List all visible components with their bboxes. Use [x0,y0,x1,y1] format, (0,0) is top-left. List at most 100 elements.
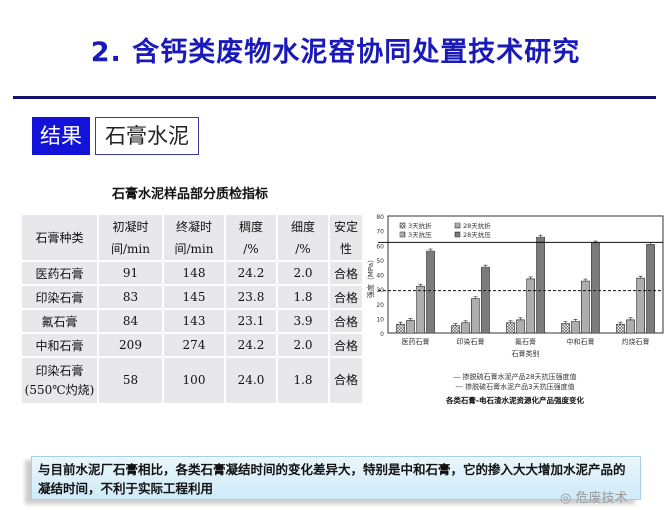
bar [426,250,435,334]
bar [416,285,425,334]
error-bar [398,321,403,325]
header-cell: 安定性 [328,213,364,262]
bar [461,322,470,334]
table-cell: 合格 [328,260,364,286]
legend-swatch [454,231,461,238]
bar [506,322,515,334]
error-bar [583,278,588,282]
legend-swatch [399,222,406,229]
error-bar [428,248,433,252]
table-row: 印染石膏 (550℃灼烧) 58 100 24.0 1.8 合格 [20,356,364,405]
bar [616,323,625,334]
bar [646,244,655,334]
table-row: 氟石膏 84 143 23.1 3.9 合格 [20,308,364,334]
bar [636,277,645,334]
y-tick-label: 70 [376,229,384,236]
y-tick-label: 60 [376,243,384,250]
legend-swatch [454,222,461,229]
bar [561,323,570,334]
bar [471,298,480,334]
table-cell: 145 [162,284,226,310]
table-cell: 合格 [328,308,364,334]
chart-caption: 各类石膏-电石渣水泥资源化产品强度变化 [445,395,585,405]
bar [451,325,460,334]
x-tick-label: 中和石膏 [567,337,595,346]
table-cell: 2.0 [276,332,330,358]
error-bar [453,323,458,326]
bar [581,280,590,334]
table-cell: 印染石膏 [20,284,99,310]
bar [571,321,580,334]
table-cell: 91 [97,260,164,286]
table-cell: 氟石膏 [20,308,99,334]
table-cell: 合格 [328,284,364,310]
legend-label: 28天抗折 [463,221,491,230]
bar [591,242,600,334]
x-axis-label: 石膏类别 [512,349,540,358]
y-tick-label: 20 [376,302,384,309]
error-bar [518,317,523,320]
header-cell: 石膏种类 [20,213,99,262]
table-cell: 1.8 [276,356,330,405]
table-cell: 2.0 [276,260,330,286]
table-cell: 印染石膏 (550℃灼烧) [20,356,99,405]
y-tick-label: 50 [376,258,384,265]
strength-chart: 01020304050607080强度（MPa）医药石膏 印染石膏 氟石膏 中和石膏灼… [366,214,664,405]
bar [526,278,535,334]
header-cell: 细度/% [276,213,330,262]
error-bar [528,276,533,279]
table-cell: 中和石膏 [20,332,99,358]
error-bar [508,320,513,323]
error-bar [618,321,623,325]
error-bar [408,318,413,321]
result-tag: 结果 [32,117,90,155]
bar [396,323,405,334]
quality-table: 石膏种类 初凝时 间/min 终凝时 间/min 稠度/% 细度/% 安定性医药石膏 91 148… [20,213,364,405]
table-row: 印染石膏 83 145 23.8 1.8 合格 [20,284,364,310]
header-cell: 初凝时 间/min [97,213,164,262]
table-cell: 3.9 [276,308,330,334]
y-tick-label: 0 [380,331,384,338]
x-tick-label: 印染石膏 [457,337,485,346]
error-bar [628,317,633,320]
error-bar [418,283,423,287]
y-axis-label: 强度（MPa） [366,256,375,298]
bar [406,320,415,334]
header-cell: 稠度/% [224,213,278,262]
table-cell: 148 [162,260,226,286]
error-bar [538,234,543,238]
error-bar [463,320,468,323]
x-tick-label: 氟石膏 [515,337,536,346]
table-cell: 23.8 [224,284,278,310]
table-cell: 100 [162,356,226,405]
y-tick-label: 10 [376,316,384,323]
y-tick-label: 40 [376,273,384,280]
slide-title: 2. 含钙类废物水泥窑协同处置技术研究 [90,37,581,68]
table-cell: 医药石膏 [20,260,99,286]
table-cell: 274 [162,332,226,358]
table-cell: 143 [162,308,226,334]
reference-legend: --- 掺脱硫石膏水泥产品3天抗压强度值 [455,382,574,391]
table-cell: 209 [97,332,164,358]
table-cell: 83 [97,284,164,310]
reference-legend: — 掺脱硫石膏水泥产品28天抗压强度值 [453,372,576,381]
header-cell: 终凝时 间/min [162,213,226,262]
error-bar [563,321,568,324]
table-title: 石膏水泥样品部分质检指标 [111,187,268,202]
table-cell: 1.8 [276,284,330,310]
watermark-text: 危废技术 [575,491,628,506]
table-cell: 23.1 [224,308,278,334]
watermark: ◎ 危废技术 [560,491,628,506]
x-tick-label: 医药石膏 [402,337,430,346]
table-cell: 24.2 [224,260,278,286]
title-divider [13,96,656,99]
x-tick-label: 灼烧石膏 [622,337,650,346]
table-cell: 58 [97,356,164,405]
bar [536,236,545,334]
legend-label: 28天抗压 [463,230,491,239]
table-row: 中和石膏 209 274 24.2 2.0 合格 [20,332,364,358]
error-bar [573,319,578,322]
y-tick-label: 80 [376,214,384,221]
topic-tag: 石膏水泥 [95,117,199,155]
table-cell: 84 [97,308,164,334]
